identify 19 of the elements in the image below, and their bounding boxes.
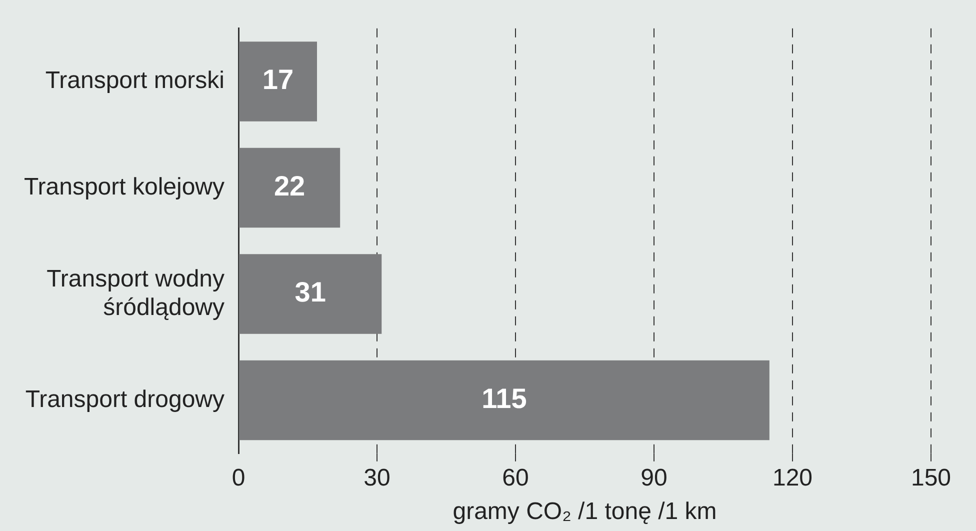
y-tick-label: Transport drogowy [25,386,225,413]
data-label: 22 [274,170,306,202]
y-tick-label: Transport morski [45,67,225,94]
x-tick-label: 150 [910,464,952,492]
bar [239,42,317,122]
x-tick-label: 90 [640,464,668,492]
x-axis-title: gramy CO₂ /1 tonę /1 km [452,498,717,526]
bar [239,254,382,334]
x-tick-label: 30 [364,464,390,492]
x-tick-label: 60 [502,464,529,492]
data-label: 115 [482,382,527,414]
x-tick-label: 120 [772,464,813,492]
data-label: 17 [262,64,294,96]
data-label: 31 [294,276,326,308]
x-tick-label: 0 [232,464,246,492]
y-tick-label: Transport kolejowy [24,173,225,200]
bar [239,148,340,228]
y-tick-label: Transport wodny śródlądowy [46,265,225,322]
bar [239,360,770,440]
